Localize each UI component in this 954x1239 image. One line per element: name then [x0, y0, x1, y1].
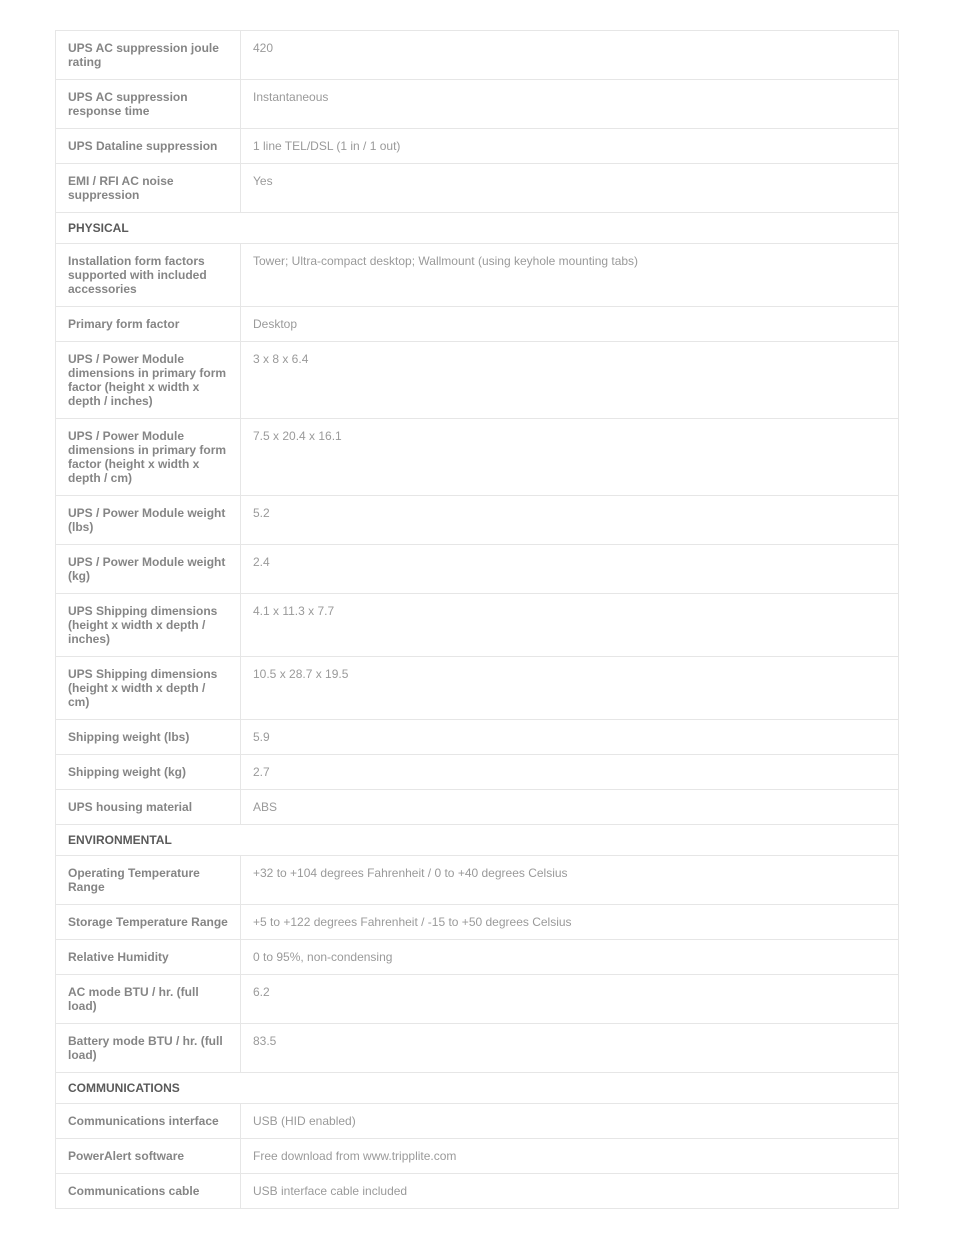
spec-label: UPS housing material	[56, 790, 241, 825]
table-row: Primary form factorDesktop	[56, 307, 899, 342]
table-row: Relative Humidity0 to 95%, non-condensin…	[56, 940, 899, 975]
spec-value: 5.9	[241, 720, 899, 755]
spec-label: Primary form factor	[56, 307, 241, 342]
spec-label: UPS / Power Module dimensions in primary…	[56, 419, 241, 496]
spec-value: 7.5 x 20.4 x 16.1	[241, 419, 899, 496]
spec-value: +32 to +104 degrees Fahrenheit / 0 to +4…	[241, 856, 899, 905]
spec-label: Communications interface	[56, 1104, 241, 1139]
spec-label: Relative Humidity	[56, 940, 241, 975]
table-row: UPS Shipping dimensions (height x width …	[56, 594, 899, 657]
spec-value: 3 x 8 x 6.4	[241, 342, 899, 419]
spec-table: UPS AC suppression joule rating420UPS AC…	[55, 30, 899, 1209]
table-row: PowerAlert softwareFree download from ww…	[56, 1139, 899, 1174]
spec-value: Instantaneous	[241, 80, 899, 129]
spec-label: UPS AC suppression response time	[56, 80, 241, 129]
section-header-row: ENVIRONMENTAL	[56, 825, 899, 856]
table-row: Communications interfaceUSB (HID enabled…	[56, 1104, 899, 1139]
spec-label: UPS AC suppression joule rating	[56, 31, 241, 80]
table-row: EMI / RFI AC noise suppressionYes	[56, 164, 899, 213]
spec-value: +5 to +122 degrees Fahrenheit / -15 to +…	[241, 905, 899, 940]
table-row: UPS AC suppression joule rating420	[56, 31, 899, 80]
spec-label: Shipping weight (lbs)	[56, 720, 241, 755]
spec-value: ABS	[241, 790, 899, 825]
spec-value: Tower; Ultra-compact desktop; Wallmount …	[241, 244, 899, 307]
spec-value: 6.2	[241, 975, 899, 1024]
spec-label: UPS / Power Module dimensions in primary…	[56, 342, 241, 419]
table-row: Battery mode BTU / hr. (full load)83.5	[56, 1024, 899, 1073]
spec-label: Battery mode BTU / hr. (full load)	[56, 1024, 241, 1073]
spec-value: Desktop	[241, 307, 899, 342]
spec-label: Storage Temperature Range	[56, 905, 241, 940]
spec-label: EMI / RFI AC noise suppression	[56, 164, 241, 213]
table-row: UPS / Power Module weight (kg)2.4	[56, 545, 899, 594]
spec-value: USB interface cable included	[241, 1174, 899, 1209]
spec-value: 0 to 95%, non-condensing	[241, 940, 899, 975]
spec-value: 1 line TEL/DSL (1 in / 1 out)	[241, 129, 899, 164]
spec-value: 4.1 x 11.3 x 7.7	[241, 594, 899, 657]
table-row: UPS / Power Module dimensions in primary…	[56, 342, 899, 419]
spec-label: Operating Temperature Range	[56, 856, 241, 905]
table-row: UPS AC suppression response timeInstanta…	[56, 80, 899, 129]
table-row: Communications cableUSB interface cable …	[56, 1174, 899, 1209]
spec-label: UPS Shipping dimensions (height x width …	[56, 594, 241, 657]
spec-label: UPS / Power Module weight (lbs)	[56, 496, 241, 545]
spec-label: Communications cable	[56, 1174, 241, 1209]
spec-value: 420	[241, 31, 899, 80]
table-row: Shipping weight (lbs)5.9	[56, 720, 899, 755]
table-row: Installation form factors supported with…	[56, 244, 899, 307]
spec-table-container: UPS AC suppression joule rating420UPS AC…	[0, 0, 954, 1239]
table-row: Operating Temperature Range+32 to +104 d…	[56, 856, 899, 905]
table-row: UPS / Power Module dimensions in primary…	[56, 419, 899, 496]
table-row: UPS housing materialABS	[56, 790, 899, 825]
spec-label: AC mode BTU / hr. (full load)	[56, 975, 241, 1024]
spec-value: USB (HID enabled)	[241, 1104, 899, 1139]
spec-label: PowerAlert software	[56, 1139, 241, 1174]
spec-value: 10.5 x 28.7 x 19.5	[241, 657, 899, 720]
spec-value: Free download from www.tripplite.com	[241, 1139, 899, 1174]
spec-label: Shipping weight (kg)	[56, 755, 241, 790]
table-row: UPS / Power Module weight (lbs)5.2	[56, 496, 899, 545]
section-title: PHYSICAL	[56, 213, 899, 244]
section-header-row: COMMUNICATIONS	[56, 1073, 899, 1104]
section-header-row: PHYSICAL	[56, 213, 899, 244]
spec-value: 2.4	[241, 545, 899, 594]
spec-value: Yes	[241, 164, 899, 213]
table-row: Storage Temperature Range+5 to +122 degr…	[56, 905, 899, 940]
table-row: UPS Dataline suppression1 line TEL/DSL (…	[56, 129, 899, 164]
spec-value: 83.5	[241, 1024, 899, 1073]
spec-label: UPS / Power Module weight (kg)	[56, 545, 241, 594]
table-row: AC mode BTU / hr. (full load)6.2	[56, 975, 899, 1024]
section-title: COMMUNICATIONS	[56, 1073, 899, 1104]
section-title: ENVIRONMENTAL	[56, 825, 899, 856]
spec-label: UPS Shipping dimensions (height x width …	[56, 657, 241, 720]
table-row: Shipping weight (kg)2.7	[56, 755, 899, 790]
spec-label: Installation form factors supported with…	[56, 244, 241, 307]
table-row: UPS Shipping dimensions (height x width …	[56, 657, 899, 720]
spec-value: 5.2	[241, 496, 899, 545]
spec-value: 2.7	[241, 755, 899, 790]
spec-label: UPS Dataline suppression	[56, 129, 241, 164]
